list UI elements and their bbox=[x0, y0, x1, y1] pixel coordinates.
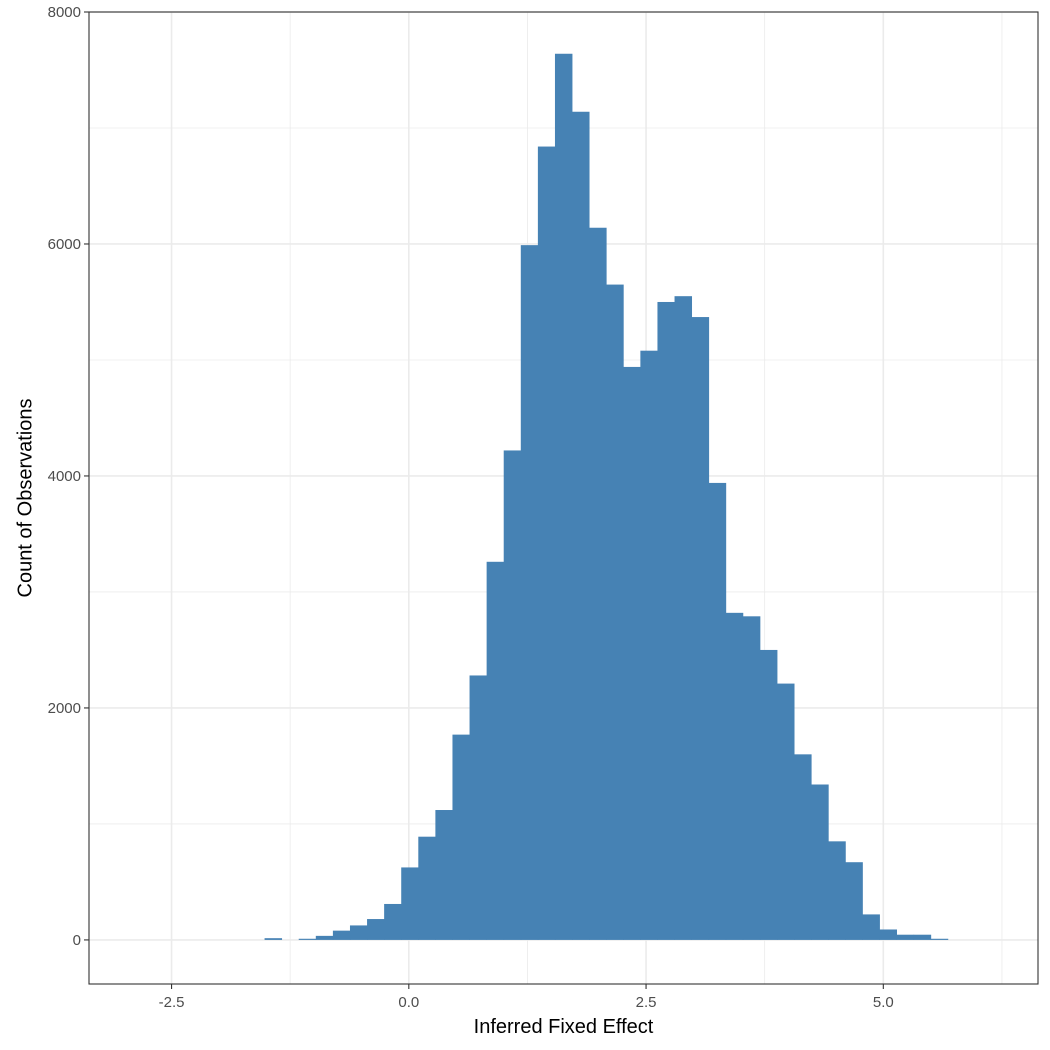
histogram-bar bbox=[845, 862, 863, 940]
panel-border bbox=[88, 11, 1039, 985]
histogram-bar bbox=[469, 675, 488, 940]
x-tick-label: -2.5 bbox=[159, 994, 185, 1011]
histogram-bar bbox=[623, 366, 641, 940]
histogram-bar bbox=[828, 841, 846, 940]
histogram-bar bbox=[742, 616, 761, 940]
histogram-bar bbox=[725, 612, 744, 940]
histogram-bar bbox=[435, 810, 453, 940]
histogram-bar bbox=[572, 111, 590, 940]
histogram-bar bbox=[913, 934, 932, 940]
histogram-bar bbox=[418, 836, 436, 940]
histogram-bar bbox=[486, 561, 505, 940]
y-tick-label: 6000 bbox=[48, 236, 81, 253]
histogram-bar bbox=[794, 754, 812, 940]
histogram-bar bbox=[589, 227, 607, 940]
histogram-bar bbox=[384, 903, 402, 940]
y-tick-label: 8000 bbox=[48, 4, 81, 21]
histogram-bar bbox=[879, 929, 897, 940]
y-tick-label: 4000 bbox=[48, 468, 81, 485]
histogram-bars bbox=[264, 53, 949, 940]
histogram-bar bbox=[554, 53, 573, 940]
histogram-bar bbox=[264, 938, 283, 940]
y-tick-label: 2000 bbox=[48, 700, 81, 717]
histogram-bar bbox=[503, 450, 522, 940]
histogram-bar bbox=[930, 938, 949, 940]
histogram-bar bbox=[708, 482, 727, 940]
y-axis-title: Count of Observations bbox=[14, 399, 36, 598]
histogram-bar bbox=[674, 296, 693, 940]
histogram-bar bbox=[298, 938, 317, 940]
histogram-bar bbox=[811, 784, 829, 940]
histogram-bar bbox=[640, 350, 658, 940]
histogram-bar bbox=[777, 683, 795, 940]
histogram-bar bbox=[349, 925, 368, 940]
histogram-bar bbox=[759, 649, 778, 940]
histogram-bar bbox=[452, 734, 470, 940]
y-axis: 0 2000 4000 6000 8000 bbox=[48, 4, 89, 949]
histogram-bar bbox=[520, 245, 539, 940]
histogram-bar bbox=[657, 301, 675, 940]
x-tick-label: 5.0 bbox=[873, 994, 894, 1011]
x-axis: -2.5 0.0 2.5 5.0 bbox=[159, 984, 894, 1011]
histogram-bar bbox=[896, 934, 915, 940]
x-tick-label: 2.5 bbox=[636, 994, 657, 1011]
histogram-bar bbox=[315, 935, 334, 940]
histogram-bar bbox=[537, 146, 556, 940]
histogram-bar bbox=[401, 867, 419, 940]
histogram-bar bbox=[332, 930, 351, 940]
x-axis-title: Inferred Fixed Effect bbox=[474, 1016, 654, 1038]
x-tick-label: 0.0 bbox=[398, 994, 419, 1011]
histogram-bar bbox=[862, 914, 880, 940]
histogram-bar bbox=[367, 919, 385, 940]
histogram-bar bbox=[606, 284, 624, 940]
histogram-bar bbox=[691, 317, 710, 940]
y-tick-label: 0 bbox=[73, 932, 81, 949]
